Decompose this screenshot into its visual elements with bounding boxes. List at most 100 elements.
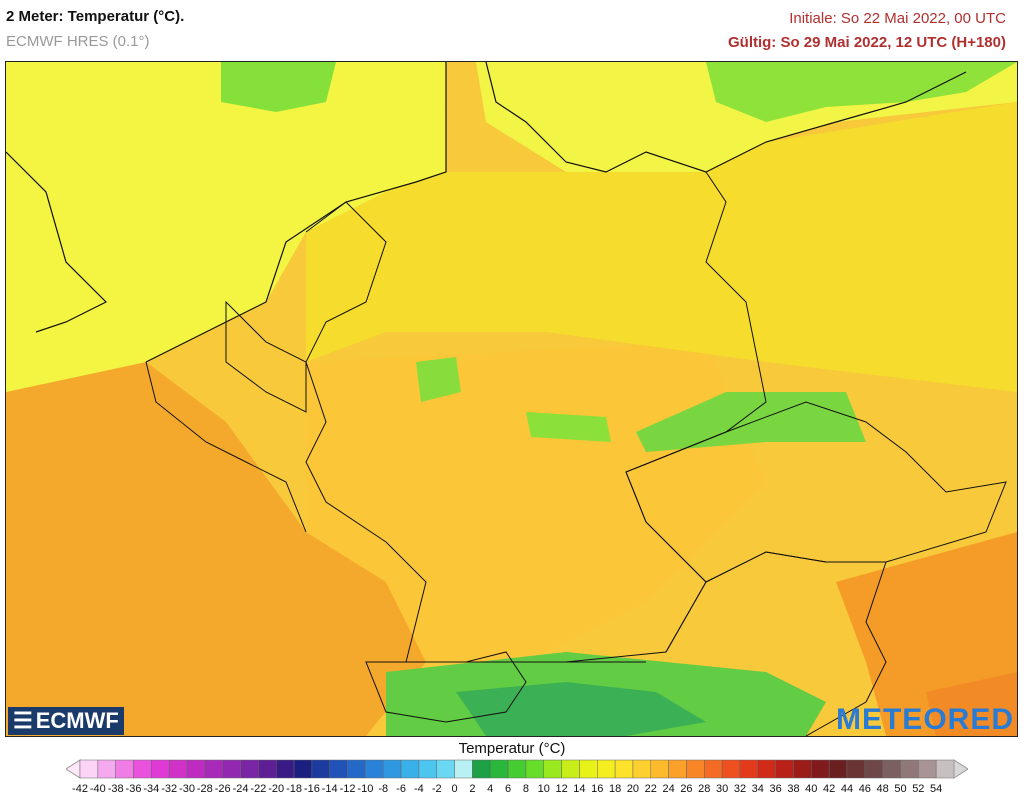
legend-swatch <box>168 759 188 779</box>
legend-swatch <box>579 759 598 779</box>
legend-swatch <box>472 759 491 779</box>
legend-swatch <box>275 759 295 779</box>
legend-tick-label: -6 <box>396 783 406 795</box>
legend-tick-label: -34 <box>143 783 160 795</box>
temperature-map[interactable] <box>5 61 1018 737</box>
cool-area-harz <box>416 357 461 402</box>
legend-swatch <box>115 759 134 779</box>
legend-tick-label: -4 <box>414 783 424 795</box>
legend-tick-label: -40 <box>89 783 106 795</box>
border-switzerland <box>365 651 527 723</box>
legend-swatch <box>347 759 366 779</box>
legend-tick-label: 12 <box>555 783 568 795</box>
ecmwf-logo: ☰ ECMWF <box>8 707 124 735</box>
legend-swatch <box>846 759 866 779</box>
legend-ticks: -42 -40 -38 -36 -34 -32 -30 -28 -26 -24 -22 -20 -18-… <box>66 783 968 797</box>
coastline <box>6 62 967 363</box>
init-time: Initiale: So 22 Mai 2022, 00 UTC <box>789 10 1006 27</box>
model-label: ECMWF HRES (0.1°) <box>6 33 150 50</box>
legend-swatch <box>900 759 919 779</box>
legend-tick-label: 54 <box>930 783 943 795</box>
valid-time: Gültig: So 29 Mai 2022, 12 UTC (H+180) <box>727 34 1006 51</box>
legend-swatch <box>864 759 883 779</box>
legend-tick-label: 52 <box>912 783 925 795</box>
legend-swatch <box>668 759 687 779</box>
legend-swatch <box>97 759 116 779</box>
legend-swatch <box>650 759 669 779</box>
legend-tick-label: -42 <box>72 783 88 795</box>
legend-tick-label: -26 <box>214 783 231 795</box>
legend-swatch <box>151 759 170 779</box>
legend-tick-label: -32 <box>161 783 178 795</box>
legend-tick-label: -24 <box>232 783 249 795</box>
cool-area-erzgebirge <box>526 412 611 442</box>
legend-swatch <box>418 759 437 779</box>
legend-tick-label: 40 <box>805 783 818 795</box>
cool-area-sudeten <box>636 392 866 452</box>
legend-swatch <box>721 759 741 779</box>
legend-tick-label: 32 <box>733 783 747 795</box>
legend-tick-label: 44 <box>840 783 854 795</box>
legend-swatch <box>543 759 562 779</box>
legend-tick-label: 36 <box>769 783 782 795</box>
legend-swatch <box>828 759 848 779</box>
legend-swatch <box>739 759 759 779</box>
legend-tick-label: 30 <box>715 783 729 795</box>
legend-tick-label: 28 <box>698 783 711 795</box>
ecmwf-logo-text: ECMWF <box>35 708 119 733</box>
legend-swatch <box>704 759 723 779</box>
cool-area-scandinavia <box>221 62 336 112</box>
legend-tick-label: 42 <box>823 783 836 795</box>
legend-tick-label: -20 <box>268 783 285 795</box>
legend-swatch <box>507 759 527 779</box>
legend-tick-label: -2 <box>431 783 442 795</box>
legend-swatch <box>186 759 206 779</box>
legend-swatch <box>614 759 634 779</box>
cool-area-alps-peaks <box>456 682 706 736</box>
legend-tick-label: 46 <box>858 783 871 795</box>
legend-tick-label: -30 <box>179 783 195 795</box>
legend-tick-label: 34 <box>751 783 764 795</box>
legend-swatch <box>311 759 330 779</box>
hot-spot-southeast <box>926 672 1017 736</box>
border-benelux <box>145 300 307 533</box>
legend-tick-label: 16 <box>591 783 604 795</box>
legend-swatch <box>597 759 616 779</box>
mid-area-central <box>306 342 766 662</box>
color-legend <box>66 759 968 779</box>
legend-title: Temperatur (°C) <box>458 740 566 757</box>
legend-tick-label: 38 <box>787 783 800 795</box>
legend-swatch <box>293 759 313 779</box>
legend-swatch <box>222 759 241 779</box>
legend-swatch <box>489 759 509 779</box>
legend-tick-label: -18 <box>286 783 302 795</box>
legend-tick-label: 18 <box>608 783 622 795</box>
meteored-logo: METEORED <box>835 703 1014 736</box>
legend-swatch <box>525 759 545 779</box>
legend-tick-label: 6 <box>505 783 512 795</box>
legend-tick-label: 0 <box>451 783 458 795</box>
legend-swatch <box>632 759 652 779</box>
legend-tick-label: 8 <box>522 783 529 795</box>
legend-tick-label: 48 <box>876 783 889 795</box>
legend-tick-label: -28 <box>196 783 213 795</box>
legend-swatch <box>935 759 955 779</box>
border-austria <box>566 551 887 736</box>
legend-tick-label: -38 <box>107 783 124 795</box>
legend-tick-label: -22 <box>250 783 267 795</box>
legend-tick-label: -14 <box>321 783 338 795</box>
legend-tick-label: -16 <box>303 783 320 795</box>
legend-tick-label: 26 <box>680 783 693 795</box>
legend-swatch <box>918 759 937 779</box>
legend-arrow-high <box>953 759 968 779</box>
ecmwf-mark-icon: ☰ <box>13 708 33 733</box>
legend-swatch <box>133 759 152 779</box>
legend-tick-label: -36 <box>125 783 142 795</box>
legend-swatch <box>365 759 384 779</box>
legend-swatch <box>240 759 259 779</box>
legend-tick-label: 20 <box>626 783 640 795</box>
legend-tick-label: -12 <box>339 783 356 795</box>
legend-swatch <box>258 759 277 779</box>
map-title: 2 Meter: Temperatur (°C). <box>6 8 185 25</box>
legend-swatch <box>686 759 705 779</box>
